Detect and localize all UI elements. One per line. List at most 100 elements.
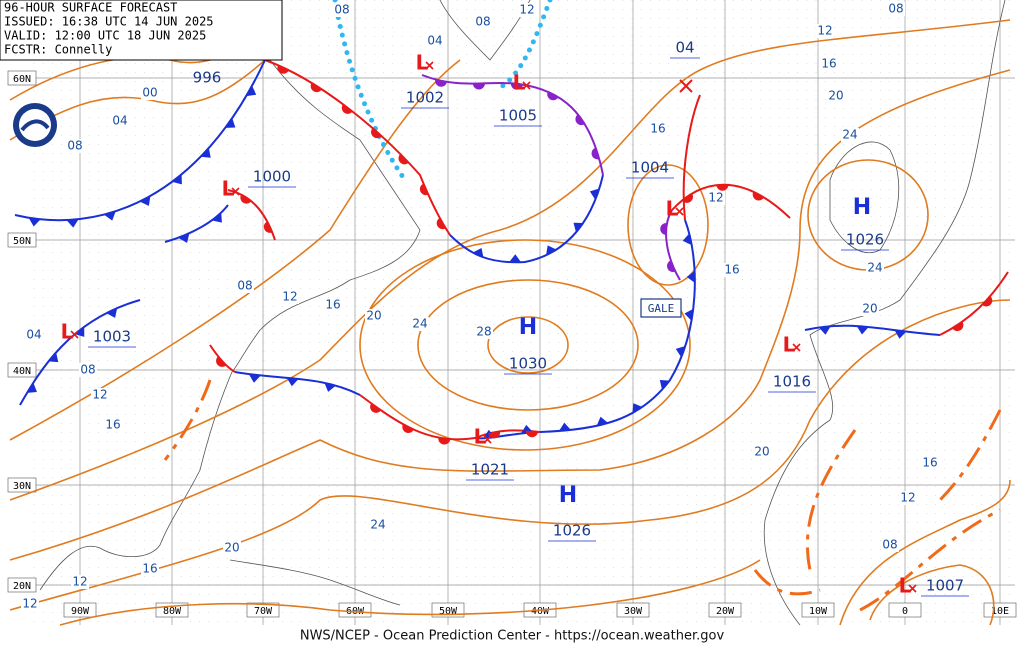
- center-pressure: 1026: [553, 522, 591, 540]
- lon-label: 90W: [71, 606, 90, 617]
- isobar-label-bg: [236, 279, 254, 293]
- warm-bump: [660, 222, 667, 235]
- isobar-label: 08: [334, 3, 349, 17]
- isobar-label: 08: [237, 279, 252, 293]
- low-cross: [231, 187, 240, 196]
- front-symbol: [172, 174, 182, 185]
- isobar-label-bg: [365, 309, 383, 323]
- center-pressure: 1004: [631, 159, 669, 177]
- isobar-label: 12: [92, 388, 107, 402]
- front-symbol: [526, 430, 538, 438]
- isobar-label: 08: [475, 15, 490, 29]
- isobar-label-bg: [861, 302, 879, 316]
- front-symbol: [575, 114, 585, 126]
- isobar-label: 00: [142, 86, 157, 100]
- warm-bump: [952, 321, 964, 332]
- cold-front: [14, 59, 266, 222]
- low-cross: [908, 584, 917, 593]
- lat-label-box: [7, 362, 37, 378]
- isobar-label-bg: [753, 445, 771, 459]
- front-symbol: [682, 233, 692, 246]
- cold-barb: [212, 212, 222, 223]
- isobar-label-bg: [21, 597, 39, 611]
- cold-barb: [104, 211, 116, 221]
- front-symbol: [596, 416, 609, 426]
- front-symbol: [225, 118, 236, 128]
- front-symbol: [435, 79, 448, 87]
- occluded-front: [665, 209, 681, 281]
- front-symbol: [178, 233, 190, 243]
- cold-front: [164, 204, 229, 243]
- warm-front: [939, 271, 1009, 336]
- lon-label-box: [616, 602, 650, 618]
- isobar-label-bg: [921, 456, 939, 470]
- isobar-label: 04: [112, 114, 127, 128]
- high-symbol: H: [853, 195, 871, 220]
- lon-label: 80W: [163, 606, 182, 617]
- isobar-label-bg: [881, 538, 899, 552]
- trough: [938, 409, 1002, 502]
- warm-bump: [575, 114, 585, 126]
- center-pressure: 1005: [499, 107, 537, 125]
- isobar-label-bg: [475, 325, 493, 339]
- front-symbol: [200, 147, 211, 158]
- forecast-track: [682, 94, 701, 221]
- isobar-label: 12: [282, 290, 297, 304]
- cold-barb: [66, 219, 79, 228]
- warm-front: [359, 394, 476, 441]
- front-symbol: [547, 91, 559, 101]
- front-symbol: [546, 245, 557, 256]
- cold-barb: [509, 254, 522, 263]
- noaa-logo: [13, 103, 57, 147]
- isobar-label: 28: [476, 325, 491, 339]
- cold-barb: [659, 379, 670, 390]
- front-symbol: [246, 85, 257, 97]
- isobar-label: 16: [724, 263, 739, 277]
- front-symbol: [686, 270, 695, 283]
- center-pressure: 1030: [509, 355, 547, 373]
- isobar-label-bg: [816, 24, 834, 38]
- cold-barb: [172, 174, 182, 185]
- header-line: ISSUED: 16:38 UTC 14 JUN 2025: [4, 15, 214, 29]
- cold-barb: [248, 374, 261, 383]
- coastline: [763, 0, 1006, 626]
- front-symbol: [894, 330, 907, 339]
- gale-label: GALE: [648, 302, 675, 315]
- ice-edge: [332, 0, 408, 183]
- low-cross: [792, 343, 801, 352]
- front-symbol: [277, 65, 289, 74]
- warm-bump: [419, 183, 429, 196]
- center-pressure: 1021: [471, 461, 509, 479]
- isobar-label-bg: [79, 363, 97, 377]
- coastlines: [39, 0, 1006, 626]
- forecast-pressure: 04: [675, 39, 694, 57]
- warm-bump: [310, 82, 322, 93]
- isobar: [487, 316, 569, 374]
- cold-barb: [675, 345, 686, 358]
- cold-barb: [286, 377, 299, 387]
- cold-barb: [26, 382, 37, 393]
- lon-label-box: [63, 602, 97, 618]
- warm-bump: [716, 184, 729, 191]
- lon-label: 70W: [254, 606, 273, 617]
- front-symbol: [370, 403, 382, 413]
- front-symbol: [472, 247, 484, 258]
- warm-bump: [263, 221, 273, 233]
- front-symbol: [952, 321, 964, 332]
- isobar-label: 20: [828, 89, 843, 103]
- warm-bump: [371, 128, 382, 139]
- warm-bump: [982, 296, 993, 307]
- lat-label-box: [7, 70, 37, 86]
- lon-label: 10E: [991, 606, 1009, 617]
- isobar-label: 20: [366, 309, 381, 323]
- isobar-label-bg: [104, 418, 122, 432]
- front-symbol: [324, 382, 336, 392]
- center-pressure: 1003: [93, 328, 131, 346]
- warm-bump: [216, 356, 227, 367]
- isobar: [59, 559, 761, 626]
- isobar-label: 04: [427, 34, 442, 48]
- low-symbol: L: [61, 320, 74, 344]
- lon-label-box: [888, 602, 922, 618]
- isobar-label: 24: [370, 518, 385, 532]
